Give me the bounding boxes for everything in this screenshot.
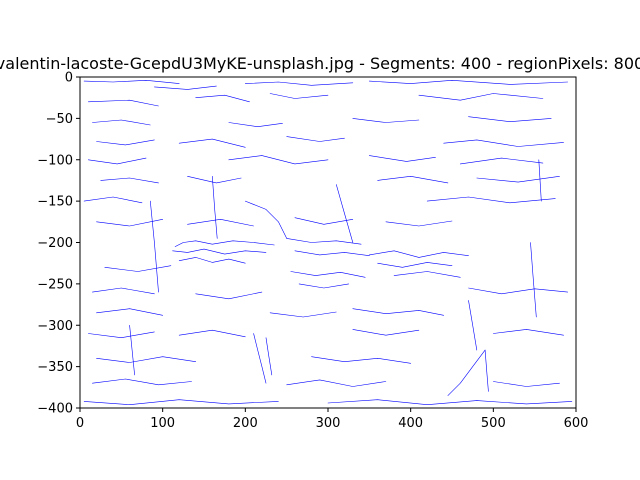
segment-line <box>418 93 544 101</box>
segment-line <box>492 329 564 336</box>
y-tick-label: 0 <box>65 71 73 86</box>
x-tick-label: 200 <box>233 416 258 431</box>
segment-line <box>269 93 329 99</box>
y-tick-label: −350 <box>37 360 73 375</box>
y-tick-label: −200 <box>37 236 73 251</box>
segment-line <box>228 122 283 127</box>
x-tick-label: 600 <box>564 416 589 431</box>
segment-line <box>83 80 180 84</box>
segment-line <box>187 176 242 184</box>
segment-line <box>476 176 560 183</box>
segment-line <box>178 329 246 338</box>
x-tick-label: 300 <box>316 416 341 431</box>
segment-line <box>443 139 564 147</box>
segment-line <box>530 242 537 318</box>
segment-line <box>96 139 155 146</box>
y-tick-label: −100 <box>37 153 73 168</box>
segment-line <box>253 333 267 384</box>
segment-line <box>100 177 159 184</box>
segment-line <box>83 196 143 204</box>
segment-line <box>294 250 370 256</box>
segment-line <box>298 283 350 289</box>
segment-line <box>385 220 453 227</box>
segment-line <box>393 271 461 278</box>
segment-line <box>83 399 279 406</box>
segment-line <box>88 99 159 107</box>
y-tick-label: −250 <box>37 277 73 292</box>
segment-line <box>150 200 159 293</box>
segment-line <box>290 271 366 278</box>
segment-line <box>459 157 544 165</box>
chart-title: valentin-lacoste-GcepdU3MyKE-unsplash.jp… <box>0 54 640 73</box>
segment-line <box>92 287 155 295</box>
y-tick-label: −50 <box>46 112 73 127</box>
segment-line <box>327 399 573 406</box>
y-tick-label: −300 <box>37 319 73 334</box>
segment-line <box>468 300 478 351</box>
segment-line <box>104 265 172 272</box>
y-tick-label: −150 <box>37 195 73 210</box>
segment-line <box>195 291 263 300</box>
x-axis: 0 100 200 300 400 500 600 <box>76 408 589 431</box>
y-axis: 0 −50 −100 −150 −200 −250 −300 −350 −400 <box>37 71 80 417</box>
y-tick-label: −400 <box>37 402 73 417</box>
x-tick-label: 400 <box>398 416 423 431</box>
x-tick-label: 500 <box>481 416 506 431</box>
segment-line <box>468 116 552 122</box>
segment-line <box>426 196 556 204</box>
segment-line <box>447 349 486 396</box>
segment-line <box>174 240 275 247</box>
segment-line <box>368 155 436 162</box>
segment-line <box>187 219 254 227</box>
segment-lines <box>83 80 573 406</box>
segment-line <box>88 157 147 165</box>
x-tick-label: 100 <box>150 416 175 431</box>
segment-line <box>88 331 155 339</box>
segment-line <box>195 94 250 103</box>
segment-line <box>335 184 354 243</box>
segment-line <box>286 238 362 245</box>
x-tick-label: 0 <box>76 416 84 431</box>
segment-line <box>468 287 569 295</box>
segment-line <box>286 379 387 387</box>
segment-line <box>154 85 217 90</box>
segment-line <box>96 219 163 227</box>
segment-line <box>377 176 449 184</box>
segment-line <box>96 308 163 316</box>
segment-line <box>352 329 420 336</box>
segment-line <box>484 349 489 392</box>
segment-line <box>96 356 196 363</box>
segment-line <box>311 356 412 364</box>
segment-line <box>352 118 420 123</box>
segment-line <box>178 138 246 148</box>
segment-line <box>492 381 560 387</box>
segment-line <box>368 250 469 258</box>
segment-line <box>212 176 218 239</box>
segment-line <box>377 262 453 268</box>
segment-line <box>245 81 354 86</box>
segment-line <box>368 80 569 85</box>
segment-line <box>129 324 135 376</box>
segment-line <box>172 248 267 255</box>
segment-line <box>294 217 354 225</box>
segment-line <box>352 308 445 316</box>
segment-line <box>228 155 329 165</box>
segment-line <box>265 337 273 376</box>
segment-line <box>269 311 337 318</box>
segment-line <box>286 136 345 142</box>
segment-line <box>538 159 542 202</box>
segment-line <box>92 119 151 126</box>
segment-line <box>178 257 246 264</box>
segment-line <box>92 378 192 386</box>
segment-line <box>245 200 288 239</box>
